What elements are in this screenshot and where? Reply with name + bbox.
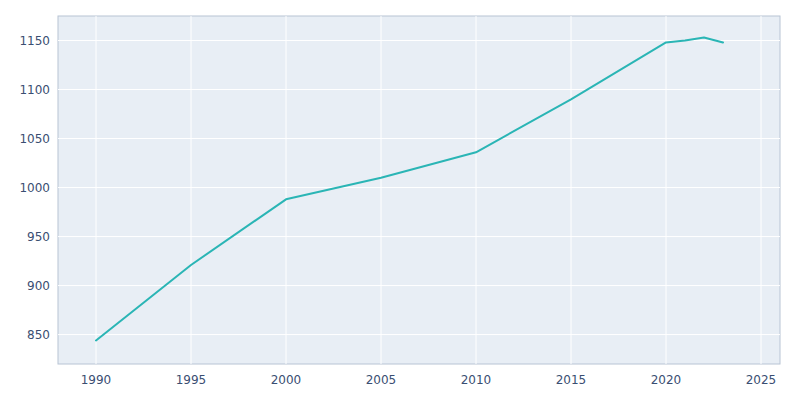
x-grid-line [381, 16, 382, 364]
x-grid-line [286, 16, 287, 364]
series [96, 38, 723, 341]
x-tick-label: 1995 [176, 373, 207, 387]
y-grid-line [58, 334, 780, 335]
y-grid-line [58, 89, 780, 90]
y-tick-label: 900 [27, 279, 50, 293]
y-tick-label: 1050 [19, 132, 50, 146]
y-tick-label: 950 [27, 230, 50, 244]
axes: 1990 1995 2000 2005 2010 2015 2020 2025 850 900 95… [19, 34, 776, 387]
x-tick-label: 2005 [366, 373, 397, 387]
y-grid-line [58, 40, 780, 41]
chart: 1990 1995 2000 2005 2010 2015 2020 2025 850 900 95… [0, 0, 800, 400]
y-tick-label: 1100 [19, 83, 50, 97]
x-tick-label: 2025 [746, 373, 777, 387]
line [96, 38, 723, 341]
x-grid-line [476, 16, 477, 364]
y-grid-line [58, 236, 780, 237]
y-grid-line [58, 187, 780, 188]
x-grid-line [191, 16, 192, 364]
x-tick-label: 2000 [271, 373, 302, 387]
x-grid-line [96, 16, 97, 364]
x-tick-label: 2020 [651, 373, 682, 387]
grid [58, 16, 780, 364]
x-tick-label: 2010 [461, 373, 492, 387]
y-grid-line [58, 138, 780, 139]
x-grid-line [761, 16, 762, 364]
chart-container: 1990 1995 2000 2005 2010 2015 2020 2025 850 900 95… [0, 0, 800, 400]
y-tick-label: 1150 [19, 34, 50, 48]
y-tick-label: 850 [27, 328, 50, 342]
y-tick-label: 1000 [19, 181, 50, 195]
x-tick-label: 2015 [556, 373, 587, 387]
x-tick-label: 1990 [81, 373, 112, 387]
plot-area [58, 16, 780, 364]
x-grid-line [571, 16, 572, 364]
x-grid-line [666, 16, 667, 364]
